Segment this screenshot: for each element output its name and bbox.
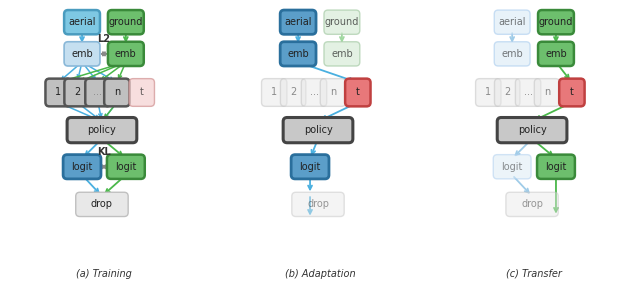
FancyBboxPatch shape [292, 192, 344, 217]
FancyBboxPatch shape [107, 155, 145, 179]
FancyBboxPatch shape [64, 10, 100, 34]
Text: n: n [544, 87, 550, 97]
FancyBboxPatch shape [494, 10, 530, 34]
FancyBboxPatch shape [67, 117, 137, 143]
Text: logit: logit [71, 162, 93, 172]
Text: t: t [570, 87, 574, 97]
FancyBboxPatch shape [538, 42, 574, 66]
Text: emb: emb [331, 49, 353, 59]
Text: ground: ground [324, 17, 359, 27]
FancyBboxPatch shape [280, 79, 306, 106]
FancyBboxPatch shape [291, 155, 329, 179]
Text: (a) Training: (a) Training [76, 269, 132, 279]
Text: logit: logit [545, 162, 566, 172]
FancyBboxPatch shape [262, 79, 287, 106]
FancyBboxPatch shape [559, 79, 584, 106]
Text: t: t [140, 87, 144, 97]
FancyBboxPatch shape [534, 79, 560, 106]
Text: 1: 1 [485, 87, 492, 97]
Text: drop: drop [91, 200, 113, 209]
FancyBboxPatch shape [494, 42, 530, 66]
Text: ground: ground [109, 17, 143, 27]
FancyBboxPatch shape [104, 79, 129, 106]
FancyBboxPatch shape [65, 79, 90, 106]
Text: policy: policy [88, 125, 116, 135]
FancyBboxPatch shape [537, 155, 575, 179]
Text: aerial: aerial [284, 17, 312, 27]
FancyBboxPatch shape [495, 79, 520, 106]
Text: ...: ... [524, 87, 532, 97]
FancyBboxPatch shape [324, 42, 360, 66]
FancyBboxPatch shape [301, 79, 327, 106]
Text: emb: emb [71, 49, 93, 59]
Text: aerial: aerial [499, 17, 526, 27]
Text: ground: ground [539, 17, 573, 27]
FancyBboxPatch shape [63, 155, 101, 179]
Text: n: n [330, 87, 336, 97]
Text: KL: KL [97, 147, 111, 157]
Text: aerial: aerial [68, 17, 96, 27]
FancyBboxPatch shape [108, 42, 144, 66]
Text: policy: policy [303, 125, 332, 135]
FancyBboxPatch shape [320, 79, 346, 106]
Text: drop: drop [307, 200, 329, 209]
FancyBboxPatch shape [129, 79, 154, 106]
Text: (c) Transfer: (c) Transfer [506, 269, 562, 279]
FancyBboxPatch shape [324, 10, 360, 34]
Text: 2: 2 [504, 87, 510, 97]
FancyBboxPatch shape [345, 79, 371, 106]
FancyBboxPatch shape [493, 155, 531, 179]
Text: 1: 1 [271, 87, 277, 97]
FancyBboxPatch shape [76, 192, 128, 217]
Text: n: n [114, 87, 120, 97]
Text: logit: logit [115, 162, 136, 172]
FancyBboxPatch shape [280, 42, 316, 66]
Text: emb: emb [545, 49, 567, 59]
Text: ...: ... [93, 87, 102, 97]
Text: (b) Adaptation: (b) Adaptation [285, 269, 355, 279]
Text: ...: ... [310, 87, 319, 97]
FancyBboxPatch shape [506, 192, 558, 217]
Text: logit: logit [502, 162, 523, 172]
Text: emb: emb [287, 49, 309, 59]
FancyBboxPatch shape [85, 79, 111, 106]
Text: t: t [356, 87, 360, 97]
Text: 2: 2 [290, 87, 296, 97]
Text: drop: drop [521, 200, 543, 209]
FancyBboxPatch shape [497, 117, 567, 143]
Text: L2: L2 [97, 34, 111, 44]
FancyBboxPatch shape [538, 10, 574, 34]
FancyBboxPatch shape [283, 117, 353, 143]
Text: emb: emb [115, 49, 137, 59]
Text: policy: policy [518, 125, 547, 135]
FancyBboxPatch shape [64, 42, 100, 66]
FancyBboxPatch shape [515, 79, 541, 106]
FancyBboxPatch shape [108, 10, 144, 34]
FancyBboxPatch shape [45, 79, 71, 106]
FancyBboxPatch shape [476, 79, 501, 106]
Text: 1: 1 [55, 87, 61, 97]
Text: emb: emb [501, 49, 523, 59]
Text: 2: 2 [74, 87, 80, 97]
Text: logit: logit [300, 162, 321, 172]
FancyBboxPatch shape [280, 10, 316, 34]
